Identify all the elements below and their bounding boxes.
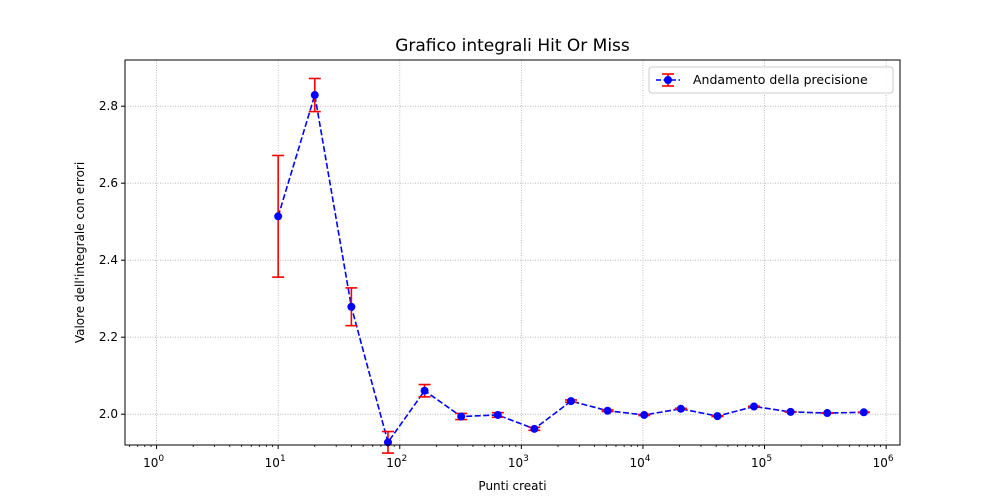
data-point	[274, 212, 283, 221]
data-point	[750, 402, 759, 411]
y-tick-label: 2.2	[99, 330, 118, 344]
data-point	[603, 406, 612, 415]
data-point	[859, 408, 868, 417]
x-tick-exponent: 5	[766, 454, 772, 464]
x-tick-exponent: 1	[280, 454, 286, 464]
legend-box	[648, 66, 894, 94]
data-point	[347, 302, 356, 311]
data-point	[420, 386, 429, 395]
data-point	[713, 412, 722, 421]
y-tick-label: 2.6	[99, 176, 118, 190]
grid	[125, 60, 900, 445]
x-tick-exponent: 3	[523, 454, 529, 464]
legend-label: Andamento della precisione	[693, 72, 868, 87]
y-tick-label: 2.4	[99, 253, 118, 267]
data-point	[823, 409, 832, 418]
x-tick-exponent: 2	[402, 454, 408, 464]
y-tick-label: 2.8	[99, 99, 118, 113]
data-point	[530, 424, 539, 433]
legend-marker-swatch	[664, 76, 672, 84]
data-point	[640, 410, 649, 419]
data-point	[676, 404, 685, 413]
series-line	[277, 94, 864, 445]
data-point	[457, 412, 466, 421]
plot-data	[272, 77, 870, 454]
x-tick-exponent: 6	[888, 454, 894, 464]
data-point	[566, 397, 575, 406]
data-point	[383, 438, 392, 447]
y-tick-label: 2.0	[99, 407, 118, 421]
data-point	[493, 410, 502, 419]
chart-title: Grafico integrali Hit Or Miss	[395, 36, 630, 56]
plot-frame	[124, 59, 901, 446]
legend: Andamento della precisione	[648, 66, 894, 94]
x-tick-exponent: 4	[645, 454, 651, 464]
data-point	[786, 407, 795, 416]
x-tick-exponent: 0	[158, 454, 164, 464]
y-axis-label: Valore dell'integrale con errori	[73, 162, 87, 343]
data-point	[310, 91, 319, 100]
x-axis-label: Punti creati	[478, 479, 546, 493]
